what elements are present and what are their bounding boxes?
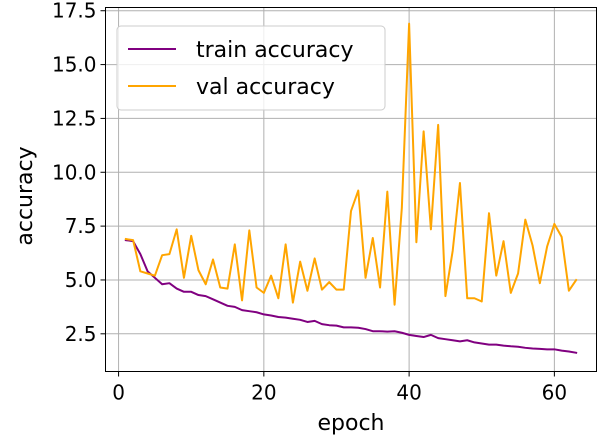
y-tick-label: 10.0 [52, 160, 97, 184]
plot-frame [105, 7, 597, 372]
y-tick-label: 2.5 [65, 322, 97, 346]
y-tick-label: 7.5 [65, 214, 97, 238]
y-tick-label: 15.0 [52, 53, 97, 77]
x-tick-label: 0 [112, 381, 125, 405]
x-tick-label: 20 [251, 381, 276, 405]
legend: train accuracy val accuracy [116, 25, 386, 111]
x-tick-label: 60 [542, 381, 567, 405]
y-axis-label: accuracy [13, 146, 38, 245]
x-axis: 0 20 40 60 [112, 371, 567, 405]
y-tick-label: 17.5 [52, 0, 97, 23]
y-tick-label: 5.0 [65, 268, 97, 292]
y-axis: 2.5 5.0 7.5 10.0 12.5 15.0 17.5 [52, 0, 106, 346]
train-accuracy-line [124, 238, 578, 354]
series-layer [124, 22, 578, 354]
y-tick-label: 12.5 [52, 106, 97, 130]
legend-box [116, 25, 386, 111]
val-accuracy-line [124, 22, 578, 306]
x-tick-label: 40 [396, 381, 421, 405]
legend-label-val: val accuracy [196, 75, 335, 100]
x-axis-label: epoch [318, 411, 385, 436]
legend-label-train: train accuracy [196, 38, 353, 63]
